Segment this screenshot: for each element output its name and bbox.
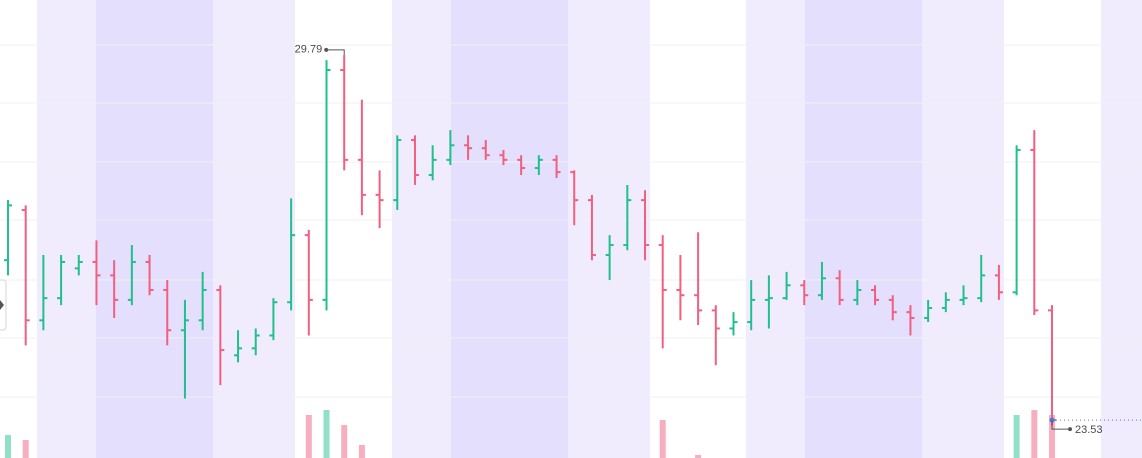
session-bands [37,0,1142,458]
volume-bar [659,420,666,458]
band [451,0,568,458]
band [1101,0,1142,458]
arrow-icon [0,300,4,310]
last-leader [1051,420,1070,430]
band [568,0,650,458]
volume-bar [305,415,312,458]
band [746,0,805,458]
volume-layer [5,410,1055,458]
volume-bar [1031,410,1038,458]
volume-bar [5,435,11,458]
band [96,0,213,458]
annotation-layer: 29.79 23.53 [295,44,1142,436]
band [392,0,451,458]
band [213,0,295,458]
background-grid [0,44,1142,398]
band [922,0,1004,458]
volume-bar [22,440,29,458]
high-label: 29.79 [295,44,323,56]
band [37,0,96,458]
side-tab[interactable] [0,279,7,331]
volume-bar [695,455,702,458]
last-price-label: 23.53 [1075,424,1103,436]
volume-bar [323,410,330,458]
high-leader [326,49,345,55]
last-leader-dot [1068,427,1072,432]
high-dot [324,47,329,52]
volume-bar [1013,415,1020,458]
volume-bar [341,425,348,458]
volume-bar [358,445,365,458]
volume-bar [1049,415,1055,458]
band [805,0,922,458]
price-layer [4,54,1056,426]
